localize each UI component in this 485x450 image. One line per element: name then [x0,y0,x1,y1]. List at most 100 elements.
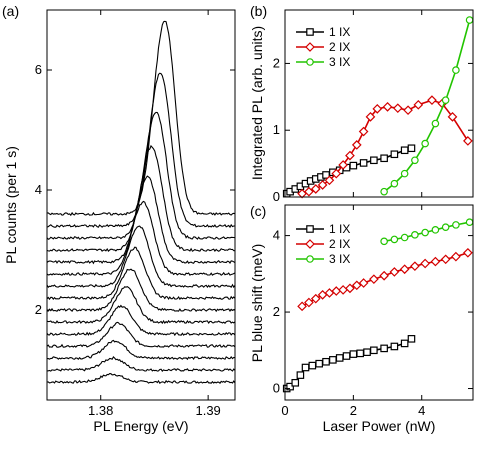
panel-c-point-2-ix [297,301,307,312]
panel-a-x-tick-label: 1.39 [195,403,220,418]
spectrum-line [46,225,236,289]
panel-c-point-2-ix [379,270,389,281]
panel-b-point-2-ix [403,105,413,116]
panel-c-point-2-ix [463,247,473,258]
panel-c-point-3-ix [421,228,429,237]
panel-b-point-2-ix [413,99,424,110]
panel-c-frame [284,204,474,401]
panel-b-point-2-ix [324,175,335,186]
panel-a-y-tick-label: 2 [35,302,42,317]
panel-c-point-1-ix [296,371,305,379]
panel-c-point-1-ix [370,346,378,355]
panel-c-legend-marker-3-ix [306,255,314,263]
panel-b-legend: 1 IX2 IX3 IX [296,25,350,69]
panel-b-point-1-ix [407,144,416,153]
panel-b-point-1-ix [400,146,409,155]
panel-c-point-2-ix [451,251,461,262]
panel-c-point-1-ix [315,359,323,368]
panel-c-legend: 1 IX2 IX3 IX [296,222,350,266]
spectrum-line [46,200,236,276]
panel-a-y-axis-title: PL counts (per 1 s) [3,146,19,264]
spectrum-line [46,111,236,240]
panel-c-legend-marker-1-ix [306,225,314,233]
panel-b-series [282,16,474,199]
panel-a-frame [46,9,236,401]
panel-b-legend-marker-1-ix [306,28,314,36]
spectrum-line [46,373,236,384]
panel-b-point-3-ix [452,66,460,74]
panel-c-point-2-ix [410,261,420,272]
panel-b-ticks: 0 1 2 [273,10,473,204]
panel-b-point-2-ix [331,168,342,179]
panel-c-point-2-ix [389,267,400,277]
panel-c-point-1-ix [349,350,358,358]
panel-c-point-3-ix [431,226,440,234]
panel-b-label: (b) [250,3,267,19]
panel-c-y-tick-label: 0 [273,381,280,396]
panel-b-point-2-ix [463,136,473,146]
panel-c-point-1-ix [308,361,317,370]
panel-c-point-1-ix [363,348,371,357]
panel-c-point-2-ix [369,274,379,285]
panel-a-y-tick-label: 4 [35,182,42,197]
panel-c-label: (c) [250,203,266,219]
panel-c-ticks: 0 2 4 0 2 4 [273,205,473,418]
spectrum-line [46,356,236,372]
panel-c-point-2-ix [304,297,314,308]
panel-a: (a) 1.38 1.39 2 4 6 PL Energy (eV) PL counts… [2,3,236,434]
panel-b-point-2-ix [310,184,321,194]
panel-c-y-tick-label: 4 [273,228,280,243]
panel-b-point-1-ix [370,156,378,165]
spectrum-line [46,246,236,301]
panel-b-point-2-ix [345,150,355,161]
spectrum-line [47,20,236,217]
panel-c-point-1-ix [342,352,351,360]
panel-b-y-tick-label: 2 [273,55,280,70]
panel-c-x-tick-label: 0 [281,403,288,418]
panel-c-point-1-ix [286,382,294,391]
spectrum-line [46,285,236,325]
panel-c-y-axis-title: PL blue shift (meV) [249,244,265,363]
panel-c-point-3-ix [452,221,460,229]
panel-c-point-1-ix [301,363,310,372]
panel-c-point-3-ix [390,235,399,244]
panel-b-y-axis-title: Integrated PL (arb. units) [249,26,265,180]
panel-b-point-2-ix [338,160,348,170]
panel-c-point-1-ix [335,354,344,362]
panel-b-point-1-ix [359,159,368,167]
panel-b-point-2-ix [392,103,403,114]
panel-c-point-2-ix [440,254,451,265]
panel-b-frame [284,9,474,198]
panel-c-point-2-ix [430,256,441,267]
spectrum-line [47,339,236,361]
panel-b-point-2-ix [351,140,362,150]
panel-b-point-2-ix [304,186,314,197]
panel-c-point-2-ix [399,264,410,275]
panel-c-legend-label-3-ix: 3 IX [329,252,350,266]
panel-b-point-3-ix [400,169,409,178]
panel-b-point-1-ix [349,161,358,170]
panel-b: (b) 0 1 2 1 IX2 IX3 IX Integrated PL (arb.… [249,3,474,204]
panel-b-point-3-ix [421,139,429,148]
panel-b-point-3-ix [390,179,399,188]
panel-b-point-3-ix [380,187,388,196]
panel-b-point-2-ix [365,112,376,122]
panel-a-label: (a) [2,3,19,19]
panel-c-point-2-ix [310,293,321,304]
panel-b-point-1-ix [380,154,388,163]
panel-c-point-1-ix [322,357,330,366]
panel-c-legend-marker-2-ix [305,239,315,249]
panel-b-legend-label-3-ix: 3 IX [329,55,350,69]
panel-b-point-2-ix [358,126,369,137]
panel-b-legend-label-2-ix: 2 IX [329,40,350,54]
panel-c-point-1-ix [329,356,337,364]
panel-b-point-3-ix [441,96,450,104]
panel-c-point-1-ix [380,344,388,353]
panel-c-point-2-ix [420,258,430,269]
panel-b-y-tick-label: 1 [273,122,280,137]
panel-c-point-1-ix [291,378,300,387]
panel-a-x-axis-title: PL Energy (eV) [93,418,188,434]
panel-a-y-tick-label: 6 [35,62,42,77]
panel-c-point-1-ix [356,349,365,358]
